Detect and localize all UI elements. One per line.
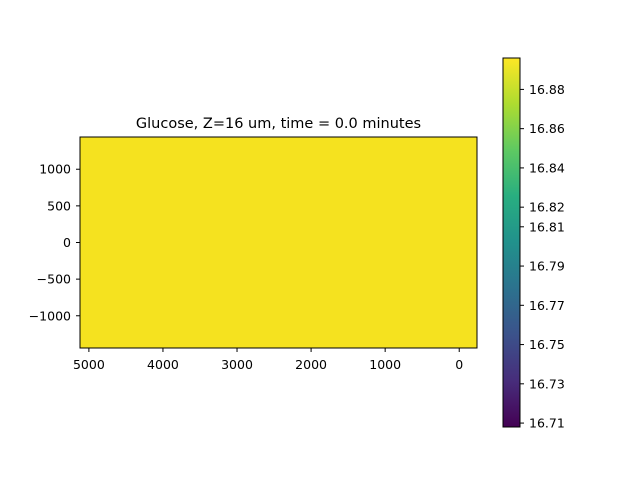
colorbar-tick-label: 16.82 [529,200,565,215]
y-tick-label: −500 [37,272,71,287]
plot-frame [79,136,478,349]
x-tick-label: 4000 [147,357,179,372]
colorbar-tick-label: 16.73 [529,376,565,391]
y-axis: 1000 500 0 −500 −1000 [29,162,80,323]
x-tick-label: 5000 [73,357,105,372]
y-tick-label: 0 [63,235,71,250]
heatmap-field [80,137,477,348]
y-tick-label: −1000 [29,308,71,323]
colorbar-tick-label: 16.77 [529,298,565,313]
x-tick-label: 2000 [295,357,327,372]
x-axis: 5000 4000 3000 2000 1000 0 [73,348,463,372]
y-tick-label: 1000 [39,162,71,177]
colorbar-tick-label: 16.81 [529,219,565,234]
colorbar-tick-label: 16.88 [529,82,565,97]
x-tick-label: 3000 [221,357,253,372]
x-tick-label: 1000 [369,357,401,372]
y-tick-label: 500 [47,198,71,213]
colorbar-tick-label: 16.75 [529,337,565,352]
colorbar: 16.71 16.73 16.75 16.77 16.79 16.81 16.82 16.84… [502,57,565,431]
colorbar-gradient [503,58,520,427]
colorbar-tick-label: 16.84 [529,160,565,175]
colorbar-tick-label: 16.79 [529,259,565,274]
x-tick-label: 0 [455,357,463,372]
colorbar-tick-label: 16.86 [529,121,565,136]
colorbar-ticks: 16.71 16.73 16.75 16.77 16.79 16.81 16.82 16.84… [520,82,565,431]
colorbar-tick-label: 16.71 [529,416,565,431]
chart-title: Glucose, Z=16 um, time = 0.0 minutes [136,116,421,132]
colorbar-frame [502,57,521,428]
